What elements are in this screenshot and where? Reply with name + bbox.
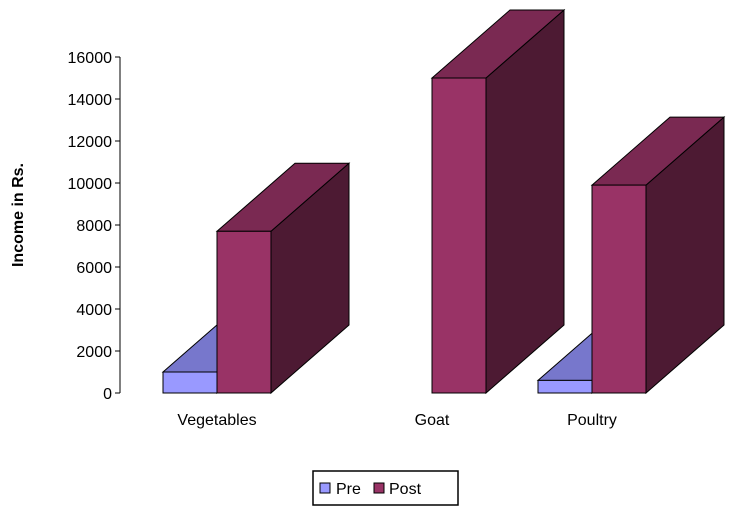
bar-post-vegetables — [215, 162, 351, 395]
y-tick-label: 16000 — [68, 50, 113, 67]
y-tick-label: 12000 — [68, 134, 113, 151]
y-tick-label: 2000 — [76, 344, 112, 361]
y-tick-label: 10000 — [68, 176, 113, 193]
y-tick-label: 6000 — [76, 260, 112, 277]
bar-front-face — [216, 230, 272, 394]
bar-front-face — [591, 184, 647, 394]
y-ticks: 0 2000 4000 6000 8000 10000 12000 14000 16000 — [68, 50, 120, 403]
bar-post-goat — [430, 8, 566, 395]
y-tick-label: 0 — [103, 386, 112, 403]
x-category-label: Vegetables — [177, 412, 256, 429]
legend-box — [312, 470, 459, 506]
bars — [161, 8, 726, 395]
y-tick-label: 14000 — [68, 92, 113, 109]
y-axis-title: Income in Rs. — [10, 163, 27, 267]
legend-swatch-post — [373, 482, 385, 494]
y-tick-label: 8000 — [76, 218, 112, 235]
x-category-label: Poultry — [567, 412, 617, 429]
y-tick-label: 4000 — [76, 302, 112, 319]
legend: Pre Post — [312, 470, 459, 506]
bar-post-poultry — [590, 116, 726, 395]
x-category-label: Goat — [415, 412, 450, 429]
legend-label-pre: Pre — [336, 481, 361, 498]
legend-swatch-pre — [319, 482, 331, 494]
legend-label-post: Post — [389, 481, 422, 498]
bar-front-face — [537, 379, 593, 394]
bar-front-face — [431, 77, 487, 394]
category-labels: Vegetables Goat Poultry — [177, 412, 616, 429]
bar-front-face — [162, 371, 218, 394]
